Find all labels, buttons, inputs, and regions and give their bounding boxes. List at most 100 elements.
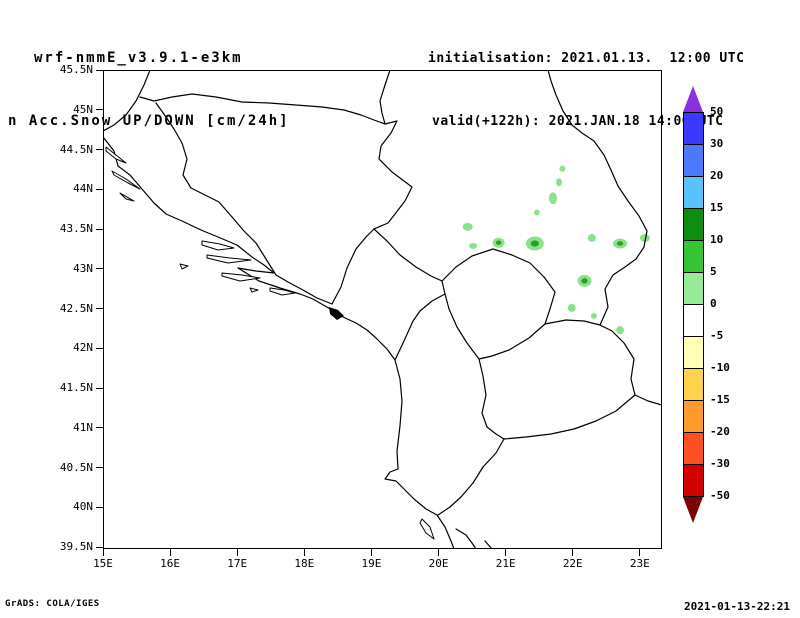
y-tick [96,109,103,111]
snow-patch-core [581,278,588,284]
colorbar-label: 15 [710,201,724,214]
y-axis-label: 41N [73,420,93,434]
colorbar-bands [683,112,704,497]
border-path [547,71,648,326]
x-axis-label: 20E [428,557,449,570]
snow-patch [639,233,650,242]
y-tick [96,149,103,150]
y-axis-label: 45N [73,102,93,116]
y-tick [96,506,103,508]
x-axis-label: 15E [93,557,113,570]
coastline-path [484,540,492,548]
y-axis-label: 41.5N [59,381,93,394]
y-tick [96,546,103,548]
border-path-kosovo [441,248,556,360]
island-shape [105,146,127,164]
y-tick [96,228,103,230]
border-path [331,228,375,305]
x-axis-label: 22E [562,557,583,570]
y-axis-label: 40N [73,500,93,514]
snow-patch [555,178,562,187]
snow-patch [469,242,478,249]
colorbar-band [683,112,704,145]
x-tick [303,549,305,556]
snow-patch-core [495,240,502,245]
snow-patch-core [530,240,539,247]
valid-time-label: valid(+122h): 2021.JAN.18 14:00 UTC [432,114,724,129]
y-tick [96,387,103,389]
colorbar-band [683,464,704,497]
header-right: initialisation: 2021.01.13. 12:00 UTC va… [428,6,744,153]
y-axis-label: 40.5N [59,460,93,474]
y-tick [96,69,103,71]
x-axis-label: 23E [629,557,650,570]
colorbar-band [683,272,704,305]
snow-patch [533,209,540,216]
colorbar-label: 50 [710,105,724,118]
border-path [373,228,443,282]
x-axis-label: 17E [227,557,248,570]
y-axis-label: 43.5N [59,222,93,235]
snow-patch-core [616,241,624,246]
bay-shape [329,307,344,320]
border-path [104,71,151,132]
snow-patch [559,165,566,172]
snow-patch [587,233,596,242]
colorbar-label: 10 [710,233,724,246]
y-axis-label: 42.5N [59,301,93,315]
grads-credit: GrADS: COLA/IGES [5,599,100,609]
colorbar-arrow-up-icon [683,86,703,112]
y-axis-label: 44N [73,182,93,196]
colorbar-band [683,208,704,241]
x-axis-label: 18E [294,557,315,570]
colorbar-label: -15 [710,393,730,406]
colorbar-band [683,400,704,433]
snow-patch [590,312,597,319]
header-left: wrf-nmmE_v3.9.1-e3km n Acc.Snow UP/DOWN … [8,6,290,153]
x-tick [438,549,440,556]
island-shape [111,170,141,190]
colorbar-label: -5 [710,329,724,342]
x-tick [505,549,507,556]
x-axis-label: 16E [160,557,181,570]
map-canvas [104,71,661,548]
islands [105,146,435,540]
colorbar-label: 20 [710,169,724,182]
x-tick [169,549,171,556]
border-path [503,394,636,440]
coastline-path [342,316,455,548]
colorbar-label: 0 [710,297,717,310]
y-tick [96,308,103,309]
border-path [437,438,505,516]
colorbar-band [683,304,704,337]
border-path [544,319,601,326]
product-title: n Acc.Snow UP/DOWN [cm/24h] [8,113,290,129]
border-path [478,358,505,440]
snow-patch [462,222,473,231]
y-tick [96,427,103,429]
island-shape [249,287,259,293]
island-shape [419,518,435,540]
x-axis-label: 19E [361,557,382,570]
border-path [634,394,661,406]
colorbar-band [683,240,704,273]
colorbar-label: -50 [710,489,730,502]
border-path [394,293,446,361]
border-path [379,71,391,125]
map-frame [103,70,662,549]
colorbar-band [683,176,704,209]
y-axis-label: 39.5N [59,540,93,553]
coastline-path [455,528,477,548]
y-axis-label: 43N [73,261,93,275]
snow-shading-layer [462,165,650,335]
snow-patch [616,326,625,335]
border-path [599,324,636,396]
init-time-label: initialisation: 2021.01.13. 12:00 UTC [428,51,745,66]
colorbar-label: 30 [710,137,724,150]
island-shape [119,192,135,202]
island-shape [269,287,296,296]
x-tick [370,549,372,556]
island-shape [201,240,235,251]
x-tick [572,549,574,556]
